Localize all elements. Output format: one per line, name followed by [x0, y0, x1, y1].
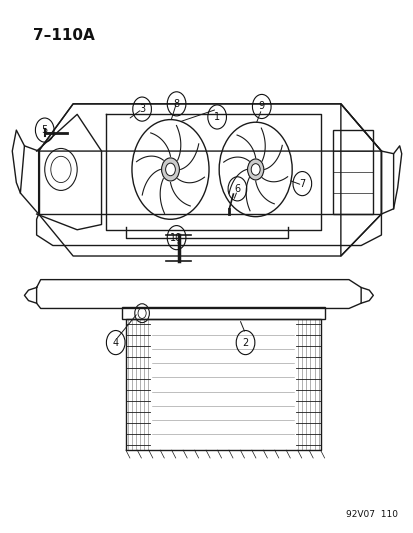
- Bar: [126, 319, 320, 450]
- Circle shape: [251, 164, 259, 175]
- Text: 1: 1: [214, 112, 220, 122]
- Circle shape: [247, 159, 263, 180]
- Text: 8: 8: [173, 99, 179, 109]
- Circle shape: [165, 163, 175, 176]
- Text: 2: 2: [242, 337, 248, 348]
- Text: 5: 5: [42, 125, 48, 135]
- Text: 4: 4: [112, 337, 119, 348]
- Text: 92V07  110: 92V07 110: [345, 511, 397, 519]
- Circle shape: [161, 158, 179, 181]
- Text: 7–110A: 7–110A: [33, 28, 94, 43]
- Text: 3: 3: [139, 104, 145, 114]
- Text: 10: 10: [170, 232, 182, 243]
- Bar: [121, 308, 324, 319]
- Text: 6: 6: [234, 184, 240, 194]
- Text: 9: 9: [258, 101, 264, 111]
- Text: 7: 7: [299, 179, 305, 189]
